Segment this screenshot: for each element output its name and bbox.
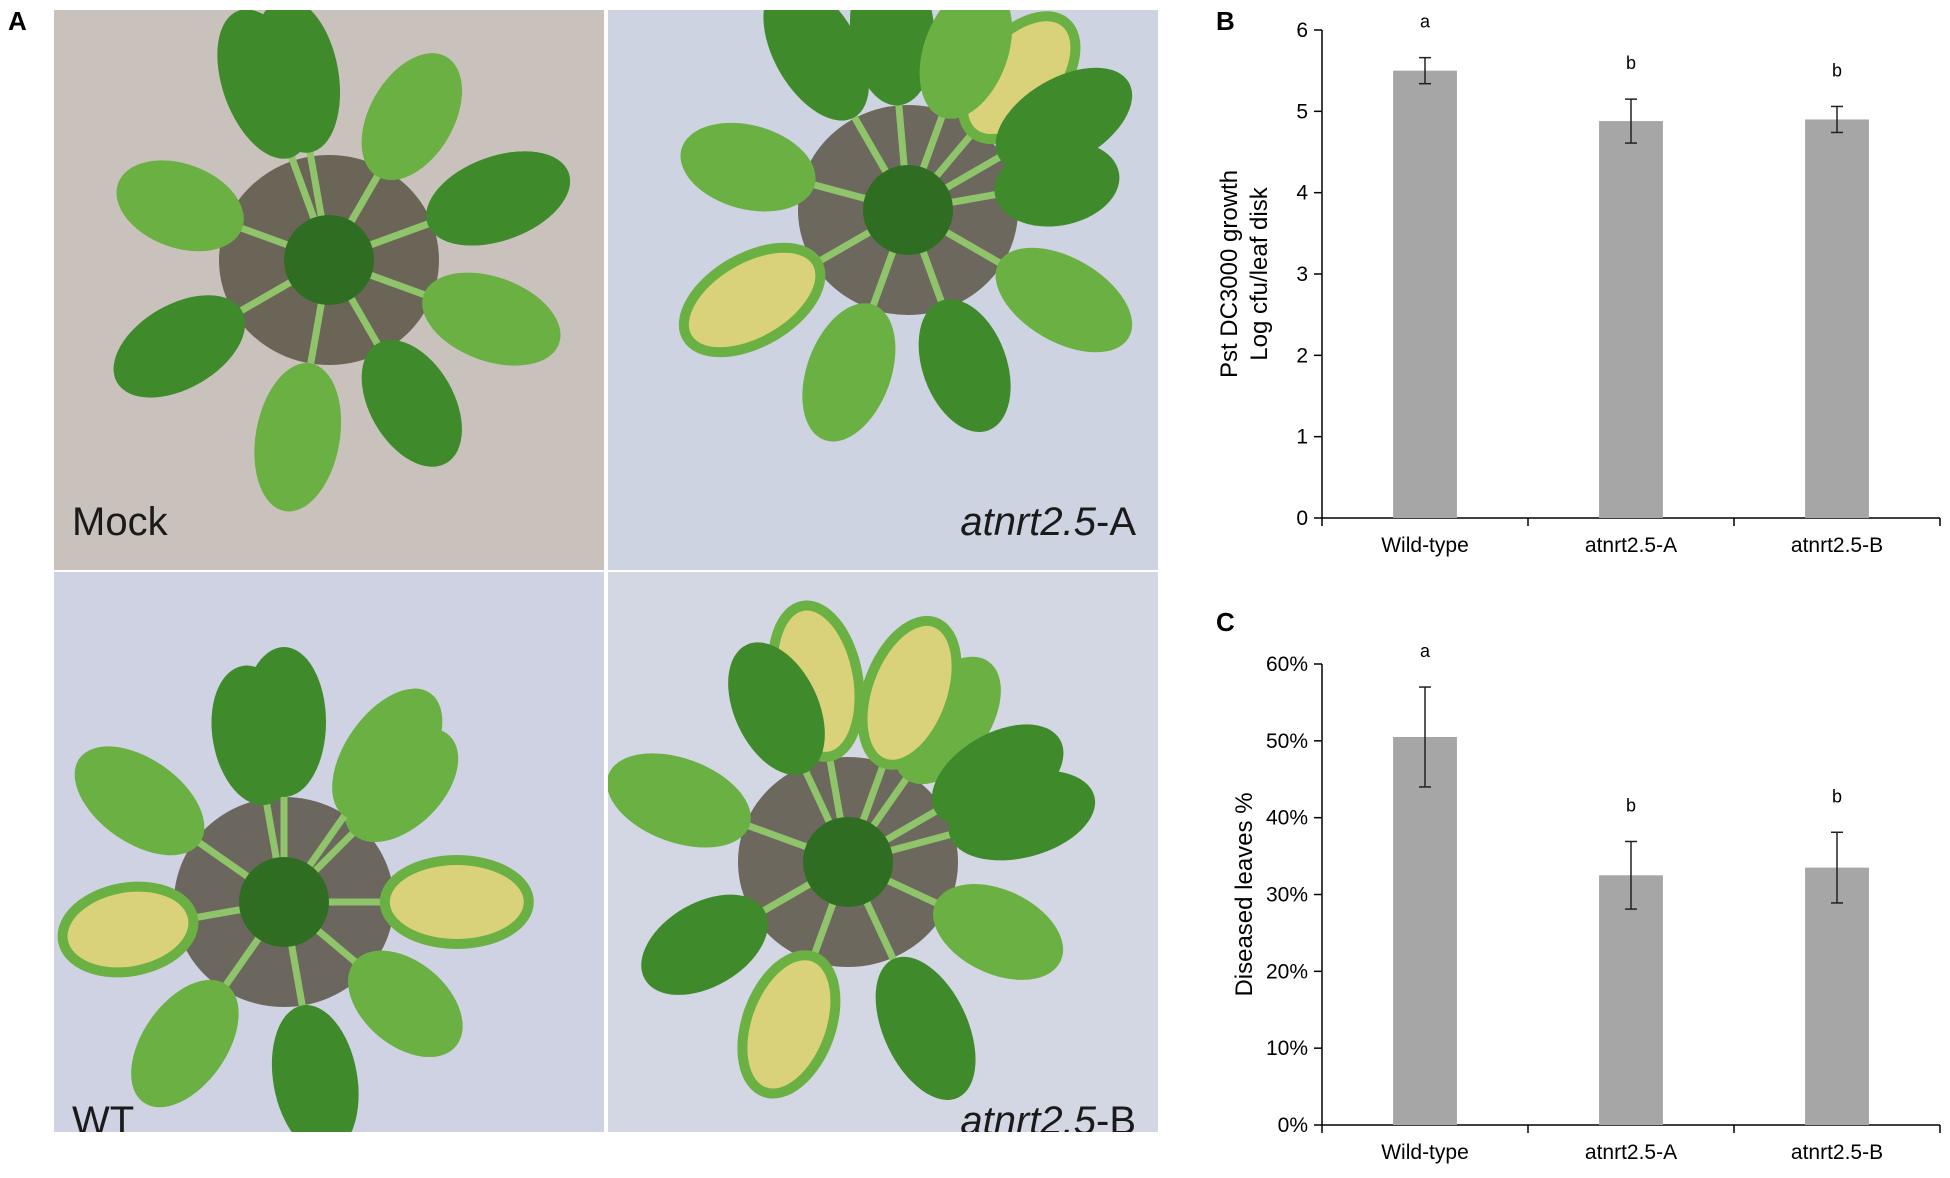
y-tick-label: 10%: [1266, 1037, 1308, 1060]
chart-panel-b: 0 1 2 3 4 5 6 a Wild-type b atnrt2.5-A b atnrt2.5-B P…: [1210, 0, 1950, 585]
y-tick-label: 4: [1296, 182, 1308, 205]
x-tick-label: atnrt2.5-B: [1791, 534, 1883, 557]
y-tick-label: 0: [1296, 507, 1308, 530]
atnrt2-5-a-plant-image: [608, 10, 1158, 570]
chart-c-svg: 0% 10% 20% 30% 40% 50% 60% a Wild-type b atnrt2.5-…: [1231, 641, 1941, 1164]
error-bar: [1625, 840, 1637, 910]
chart-panel-c: 0% 10% 20% 30% 40% 50% 60% a Wild-type b atnrt2.5-…: [1210, 600, 1950, 1178]
bar: [1599, 875, 1663, 1125]
photo-wt: WT: [54, 572, 604, 1132]
photo-grid: Mock atnrt2.5-A WT atnrt2.5-B: [54, 10, 1158, 1152]
panel-b-letter: B: [1216, 6, 1235, 36]
error-bar: [1831, 105, 1843, 134]
y-tick-label: 0%: [1278, 1114, 1308, 1137]
y-tick-label: 20%: [1266, 960, 1308, 983]
mock-plant-image: [54, 10, 604, 570]
y-tick-label: 6: [1296, 19, 1308, 42]
photo-label-wt: WT: [72, 1099, 135, 1132]
panel-c-letter: C: [1216, 607, 1235, 637]
bar: [1805, 867, 1869, 1125]
error-bar: [1831, 831, 1843, 904]
y-tick-label: 30%: [1266, 884, 1308, 907]
y-tick-label: 60%: [1266, 653, 1308, 676]
wt-plant-image: [54, 572, 604, 1132]
bar: [1393, 736, 1457, 1125]
error-bar: [1419, 56, 1431, 85]
photo-label-mock: Mock: [72, 500, 168, 544]
x-tick-label: atnrt2.5-A: [1585, 534, 1677, 557]
chart-b-svg: 0 1 2 3 4 5 6 a Wild-type b atnrt2.5-A b atnrt2.5-B P…: [1216, 12, 1941, 557]
y-tick-label: 50%: [1266, 730, 1308, 753]
y-tick-label: 1: [1296, 426, 1308, 449]
panel-a-letter: A: [8, 6, 27, 36]
x-tick-label: atnrt2.5-A: [1585, 1141, 1677, 1164]
y-tick-label: 40%: [1266, 807, 1308, 830]
significance-label: b: [1832, 60, 1842, 80]
significance-label: b: [1626, 795, 1636, 815]
photo-label-atnrt2-5-a: atnrt2.5-A: [960, 500, 1136, 544]
bar: [1599, 121, 1663, 519]
bar: [1805, 119, 1869, 518]
y-axis-label: Log cfu/leaf disk: [1246, 186, 1273, 360]
photo-atnrt2-5-b: atnrt2.5-B: [608, 572, 1158, 1132]
y-tick-label: 3: [1296, 263, 1308, 286]
photo-atnrt2-5-a: atnrt2.5-A: [608, 10, 1158, 570]
y-tick-label: 2: [1296, 344, 1308, 367]
error-bar: [1419, 686, 1431, 788]
y-axis-label: Diseased leaves %: [1231, 792, 1258, 996]
significance-label: a: [1420, 641, 1431, 661]
atnrt2-5-b-plant-image: [608, 572, 1158, 1132]
x-tick-label: Wild-type: [1381, 1141, 1469, 1164]
x-tick-label: atnrt2.5-B: [1791, 1141, 1883, 1164]
bar: [1393, 70, 1457, 519]
significance-label: a: [1420, 12, 1431, 32]
x-tick-label: Wild-type: [1381, 534, 1469, 557]
y-tick-label: 5: [1296, 100, 1308, 123]
error-bar: [1625, 98, 1637, 144]
photo-mock: Mock: [54, 10, 604, 570]
significance-label: b: [1626, 53, 1636, 73]
y-axis-label: Pst DC3000 growth: [1216, 170, 1243, 378]
photo-label-atnrt2-5-b: atnrt2.5-B: [960, 1099, 1136, 1132]
significance-label: b: [1832, 786, 1842, 806]
